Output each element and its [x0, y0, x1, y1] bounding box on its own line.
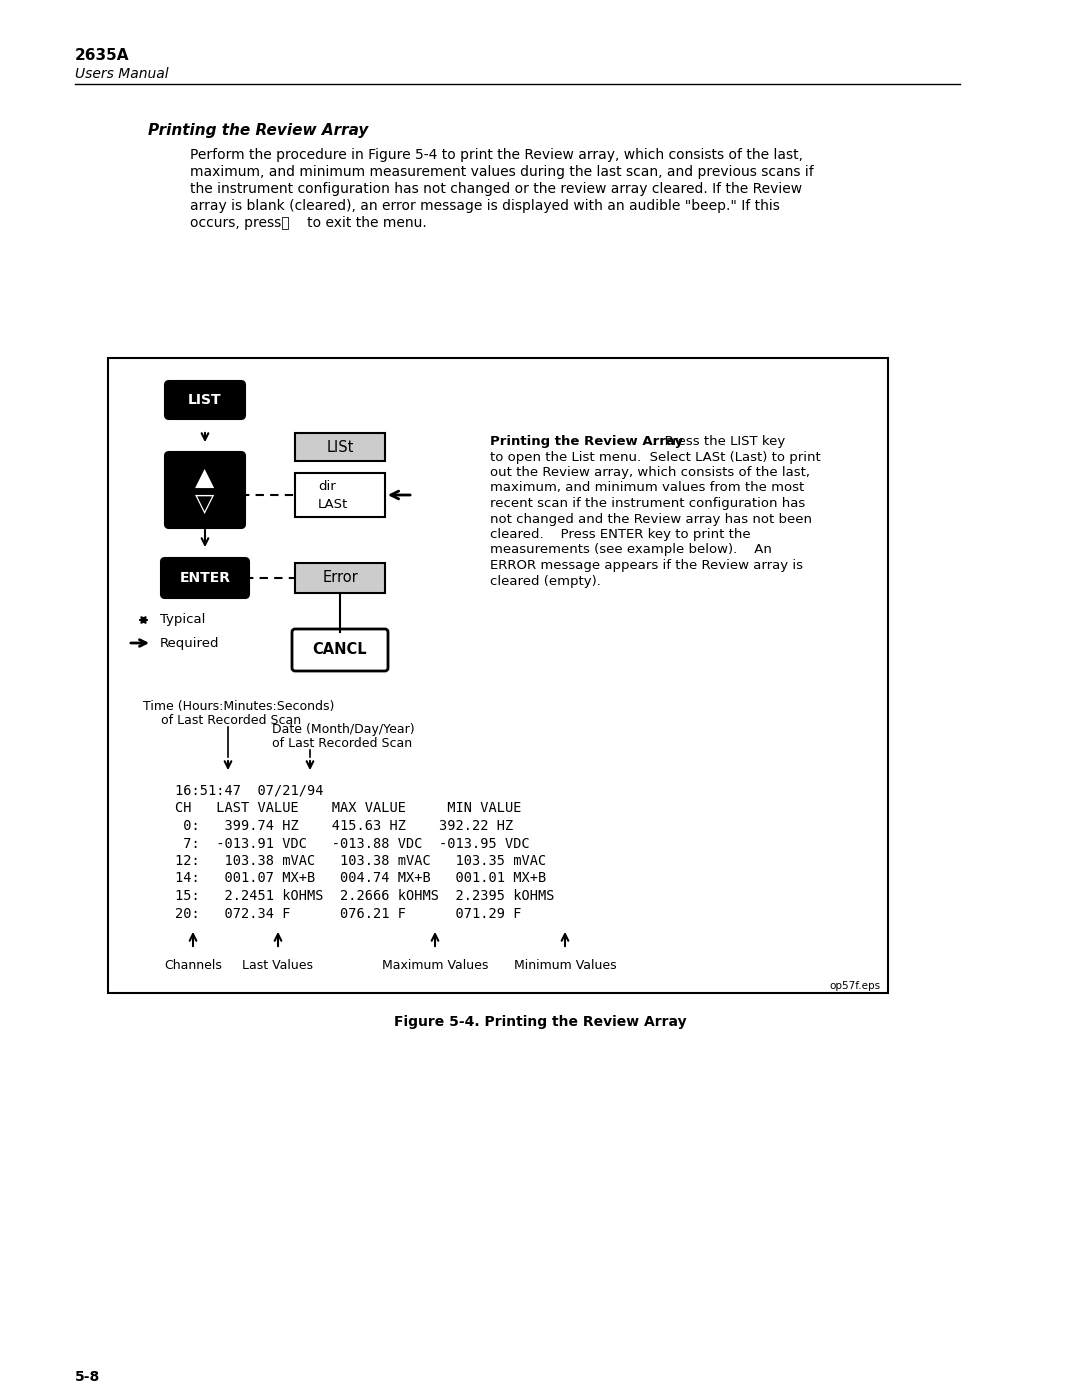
Text: LISt: LISt [326, 440, 353, 454]
Bar [295, 433, 384, 461]
Text: 12:   103.38 mVAC   103.38 mVAC   103.35 mVAC: 12: 103.38 mVAC 103.38 mVAC 103.35 mVAC [175, 854, 546, 868]
Text: Printing the Review Array: Printing the Review Array [148, 123, 368, 138]
Text: 2635A: 2635A [75, 47, 130, 63]
Text: to open the List menu.  Select LASt (Last) to print: to open the List menu. Select LASt (Last… [490, 450, 821, 464]
FancyBboxPatch shape [165, 453, 245, 528]
Text: array is blank (cleared), an error message is displayed with an audible "beep." : array is blank (cleared), an error messa… [190, 198, 780, 212]
Text: 15:   2.2451 kOHMS  2.2666 kOHMS  2.2395 kOHMS: 15: 2.2451 kOHMS 2.2666 kOHMS 2.2395 kOH… [175, 888, 554, 902]
Text: ▲: ▲ [195, 467, 215, 490]
Text: Perform the procedure in Figure 5-4 to print the Review array, which consists of: Perform the procedure in Figure 5-4 to p… [190, 148, 804, 162]
Text: Channels: Channels [164, 958, 221, 972]
Text: Minimum Values: Minimum Values [514, 958, 617, 972]
Text: not changed and the Review array has not been: not changed and the Review array has not… [490, 513, 812, 525]
Text: cleared (empty).: cleared (empty). [490, 574, 600, 588]
FancyBboxPatch shape [161, 557, 249, 598]
Text: maximum, and minimum measurement values during the last scan, and previous scans: maximum, and minimum measurement values … [190, 165, 813, 179]
Text: ENTER: ENTER [179, 571, 230, 585]
Text: of Last Recorded Scan: of Last Recorded Scan [272, 738, 413, 750]
Text: measurements (see example below).    An: measurements (see example below). An [490, 543, 772, 556]
Text: Last Values: Last Values [243, 958, 313, 972]
Text: LIST: LIST [188, 393, 221, 407]
Text: Time (Hours:Minutes:Seconds): Time (Hours:Minutes:Seconds) [143, 700, 335, 712]
Text: maximum, and minimum values from the most: maximum, and minimum values from the mos… [490, 482, 805, 495]
Text: 14:   001.07 MX+B   004.74 MX+B   001.01 MX+B: 14: 001.07 MX+B 004.74 MX+B 001.01 MX+B [175, 872, 546, 886]
Text: recent scan if the instrument configuration has: recent scan if the instrument configurat… [490, 497, 806, 510]
Text: CANCL: CANCL [313, 643, 367, 658]
Text: Typical: Typical [160, 613, 205, 626]
Bar [295, 474, 384, 517]
Text: dir: dir [318, 479, 336, 493]
Text: 20:   072.34 F      076.21 F      071.29 F: 20: 072.34 F 076.21 F 071.29 F [175, 907, 522, 921]
Text: Figure 5-4. Printing the Review Array: Figure 5-4. Printing the Review Array [394, 1016, 686, 1030]
Text: op57f.eps: op57f.eps [828, 981, 880, 990]
Text: Error: Error [322, 570, 357, 585]
Text: Printing the Review Array: Printing the Review Array [490, 434, 684, 448]
Bar [295, 563, 384, 592]
Text: 16:51:47  07/21/94: 16:51:47 07/21/94 [175, 784, 324, 798]
FancyBboxPatch shape [165, 381, 245, 419]
Text: LASt: LASt [318, 497, 348, 510]
Text: Required: Required [160, 637, 219, 650]
Text: occurs, pressⒸ    to exit the menu.: occurs, pressⒸ to exit the menu. [190, 217, 427, 231]
Text: .  Press the LIST key: . Press the LIST key [652, 434, 785, 448]
Text: 7:  -013.91 VDC   -013.88 VDC  -013.95 VDC: 7: -013.91 VDC -013.88 VDC -013.95 VDC [175, 837, 530, 851]
Text: Users Manual: Users Manual [75, 67, 168, 81]
Text: Maximum Values: Maximum Values [382, 958, 488, 972]
Text: Date (Month/Day/Year): Date (Month/Day/Year) [272, 724, 415, 736]
Text: of Last Recorded Scan: of Last Recorded Scan [161, 714, 301, 726]
Text: cleared.    Press ENTER key to print the: cleared. Press ENTER key to print the [490, 528, 751, 541]
Text: 5-8: 5-8 [75, 1370, 100, 1384]
FancyBboxPatch shape [292, 629, 388, 671]
Text: the instrument configuration has not changed or the review array cleared. If the: the instrument configuration has not cha… [190, 182, 802, 196]
Text: ▽: ▽ [195, 492, 215, 515]
Bar [108, 358, 888, 993]
Text: out the Review array, which consists of the last,: out the Review array, which consists of … [490, 467, 810, 479]
Text: 0:   399.74 HZ    415.63 HZ    392.22 HZ: 0: 399.74 HZ 415.63 HZ 392.22 HZ [175, 819, 513, 833]
Text: CH   LAST VALUE    MAX VALUE     MIN VALUE: CH LAST VALUE MAX VALUE MIN VALUE [175, 802, 522, 816]
Text: ERROR message appears if the Review array is: ERROR message appears if the Review arra… [490, 559, 804, 571]
